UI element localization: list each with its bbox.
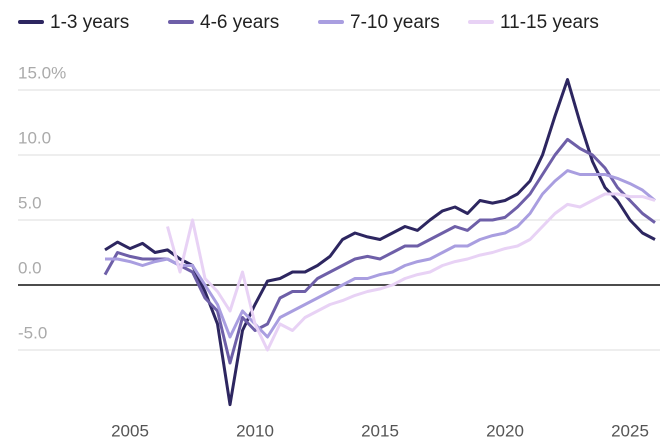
y-tick-label: 0.0 [18, 258, 42, 277]
y-tick-label: 15.0% [18, 63, 66, 82]
legend-label: 1-3 years [50, 12, 129, 33]
x-tick-label: 2015 [361, 421, 399, 440]
y-tick-label: 5.0 [18, 193, 42, 212]
legend-label: 7-10 years [350, 12, 440, 33]
legend-label: 4-6 years [200, 12, 279, 33]
x-tick-label: 2020 [486, 421, 524, 440]
x-tick-label: 2025 [611, 421, 649, 440]
legend-label: 11-15 years [500, 12, 599, 33]
x-tick-label: 2010 [236, 421, 274, 440]
line-series [105, 169, 656, 339]
y-tick-label: 10.0 [18, 128, 51, 147]
line-series [166, 192, 656, 352]
y-tick-label: -5.0 [18, 323, 47, 342]
x-tick-label: 2005 [111, 421, 149, 440]
line-series [103, 137, 656, 365]
